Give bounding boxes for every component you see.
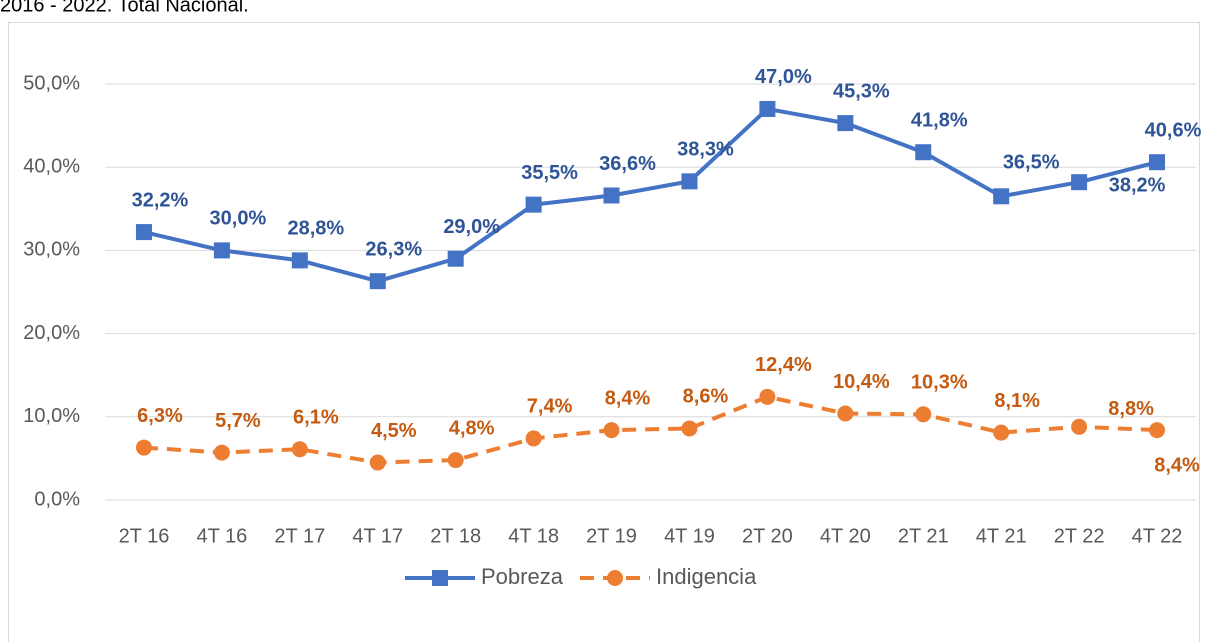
value-label: 26,3% (365, 238, 422, 260)
x-tick-label: 4T 22 (1132, 525, 1183, 547)
value-label: 30,0% (210, 208, 267, 230)
value-label: 8,4% (605, 387, 651, 409)
value-label: 8,6% (683, 386, 729, 408)
value-label: 36,5% (1003, 152, 1060, 174)
marker (993, 424, 1010, 441)
value-label: 4,5% (371, 420, 417, 442)
marker (447, 452, 464, 469)
value-label: 41,8% (911, 110, 968, 132)
x-tick-label: 2T 19 (586, 525, 637, 547)
value-label: 8,8% (1108, 398, 1154, 420)
marker (759, 388, 776, 405)
x-tick-label: 4T 16 (197, 525, 248, 547)
marker (993, 188, 1010, 205)
value-label: 10,3% (911, 372, 968, 394)
marker (681, 173, 698, 190)
x-tick-label: 4T 19 (664, 525, 715, 547)
value-label: 38,3% (677, 139, 734, 161)
marker (1149, 422, 1166, 439)
legend-label: Pobreza (481, 564, 564, 589)
marker (291, 252, 308, 269)
x-tick-label: 2T 21 (898, 525, 949, 547)
value-label: 8,1% (994, 390, 1040, 412)
marker (369, 454, 386, 471)
marker (135, 224, 152, 241)
value-label: 6,1% (293, 407, 339, 429)
value-label: 47,0% (755, 66, 812, 88)
marker (447, 250, 464, 267)
value-label: 35,5% (521, 162, 578, 184)
y-tick-label: 50,0% (23, 72, 80, 94)
marker (1071, 418, 1088, 435)
y-tick-label: 30,0% (23, 239, 80, 261)
marker (525, 196, 542, 213)
marker (369, 273, 386, 290)
marker (681, 420, 698, 437)
y-tick-label: 20,0% (23, 322, 80, 344)
y-tick-label: 10,0% (23, 405, 80, 427)
value-label: 45,3% (833, 80, 890, 102)
x-tick-label: 4T 20 (820, 525, 871, 547)
value-label: 12,4% (755, 354, 812, 376)
marker (135, 439, 152, 456)
series-line (143, 106, 1158, 284)
marker (525, 430, 542, 447)
x-tick-label: 4T 21 (976, 525, 1027, 547)
x-tick-label: 4T 18 (508, 525, 559, 547)
value-label: 36,6% (599, 153, 656, 175)
subtitle: 2016 - 2022. Total Nacional. (0, 0, 249, 16)
value-label: 6,3% (137, 405, 183, 427)
marker (213, 444, 230, 461)
marker (1149, 154, 1166, 171)
marker (213, 242, 230, 259)
marker (603, 187, 620, 204)
x-tick-label: 2T 17 (274, 525, 325, 547)
legend-marker (432, 570, 448, 586)
value-label: 8,4% (1154, 454, 1200, 476)
x-tick-label: 4T 17 (352, 525, 403, 547)
marker (603, 422, 620, 439)
x-tick-label: 2T 20 (742, 525, 793, 547)
chart-frame (8, 22, 1200, 642)
value-label: 38,2% (1109, 174, 1166, 196)
x-tick-label: 2T 18 (430, 525, 481, 547)
value-label: 5,7% (215, 410, 261, 432)
x-tick-label: 2T 22 (1054, 525, 1105, 547)
marker (837, 405, 854, 422)
value-label: 40,6% (1145, 119, 1202, 141)
marker (759, 100, 776, 117)
marker (837, 115, 854, 132)
marker (915, 144, 932, 161)
value-label: 32,2% (132, 189, 189, 211)
value-label: 29,0% (443, 216, 500, 238)
value-label: 7,4% (527, 396, 573, 418)
y-tick-label: 0,0% (34, 488, 80, 510)
series-line (143, 394, 1158, 465)
legend-label: Indigencia (656, 564, 757, 589)
value-label: 10,4% (833, 371, 890, 393)
y-tick-label: 40,0% (23, 155, 80, 177)
marker (1071, 174, 1088, 191)
value-label: 4,8% (449, 417, 495, 439)
x-tick-label: 2T 16 (119, 525, 170, 547)
marker (915, 406, 932, 423)
value-label: 28,8% (287, 218, 344, 240)
legend-marker (607, 570, 623, 586)
marker (291, 441, 308, 458)
